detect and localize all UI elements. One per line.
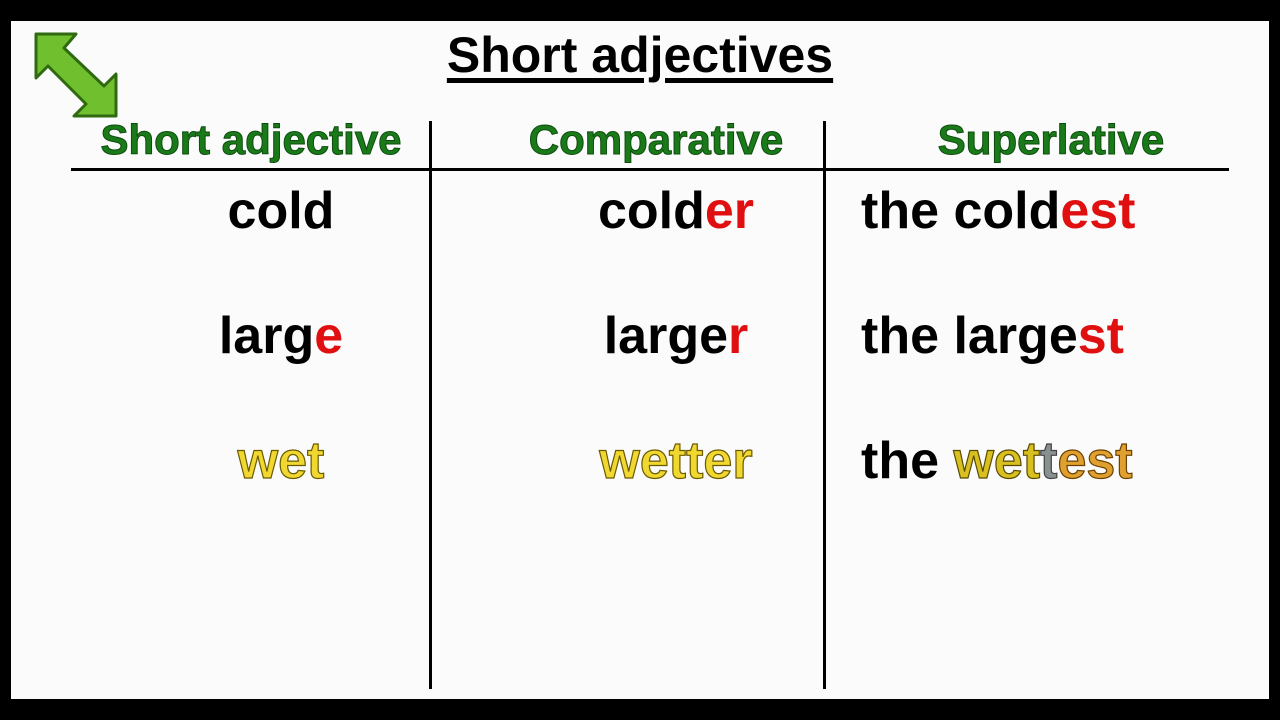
pointer-arrow-icon xyxy=(21,26,131,126)
stem: large xyxy=(604,307,728,365)
stem: larg xyxy=(219,307,314,365)
page-title: Short adjectives xyxy=(11,26,1269,84)
text-wet: wet xyxy=(238,432,325,490)
stem: the cold xyxy=(861,182,1060,240)
suffix-er: er xyxy=(705,182,754,240)
header-comparative: Comparative xyxy=(466,116,846,164)
cell-cold-superlative: the coldest xyxy=(861,181,1231,241)
text-wet2: wet xyxy=(953,432,1040,490)
header-superlative: Superlative xyxy=(871,116,1231,164)
text-wetter: wetter xyxy=(599,432,752,490)
letter-t: t xyxy=(1040,432,1057,490)
slide-page: Short adjectives Short adjective Compara… xyxy=(10,20,1270,700)
text-the: the xyxy=(861,432,953,490)
suffix-st: st xyxy=(1078,307,1124,365)
table-row: large larger the largest xyxy=(71,306,1229,396)
cell-large-superlative: the largest xyxy=(861,306,1231,366)
suffix-est: est xyxy=(1057,432,1132,490)
cell-large-comparative: larger xyxy=(491,306,861,366)
cell-wet-base: wet xyxy=(136,431,426,491)
table-row: cold colder the coldest xyxy=(71,181,1229,271)
suffix-r: r xyxy=(728,307,748,365)
stem: the large xyxy=(861,307,1078,365)
text-cold: cold xyxy=(228,182,335,240)
cell-wet-superlative: the wettest xyxy=(861,431,1231,491)
suffix-est: est xyxy=(1060,182,1135,240)
cell-cold-base: cold xyxy=(136,181,426,241)
stem: cold xyxy=(598,182,705,240)
table-row: wet wetter the wettest xyxy=(71,431,1229,521)
table-header-row: Short adjective Comparative Superlative xyxy=(71,116,1229,171)
cell-large-base: large xyxy=(136,306,426,366)
cell-cold-comparative: colder xyxy=(491,181,861,241)
cell-wet-comparative: wetter xyxy=(491,431,861,491)
letter-e: e xyxy=(314,307,343,365)
